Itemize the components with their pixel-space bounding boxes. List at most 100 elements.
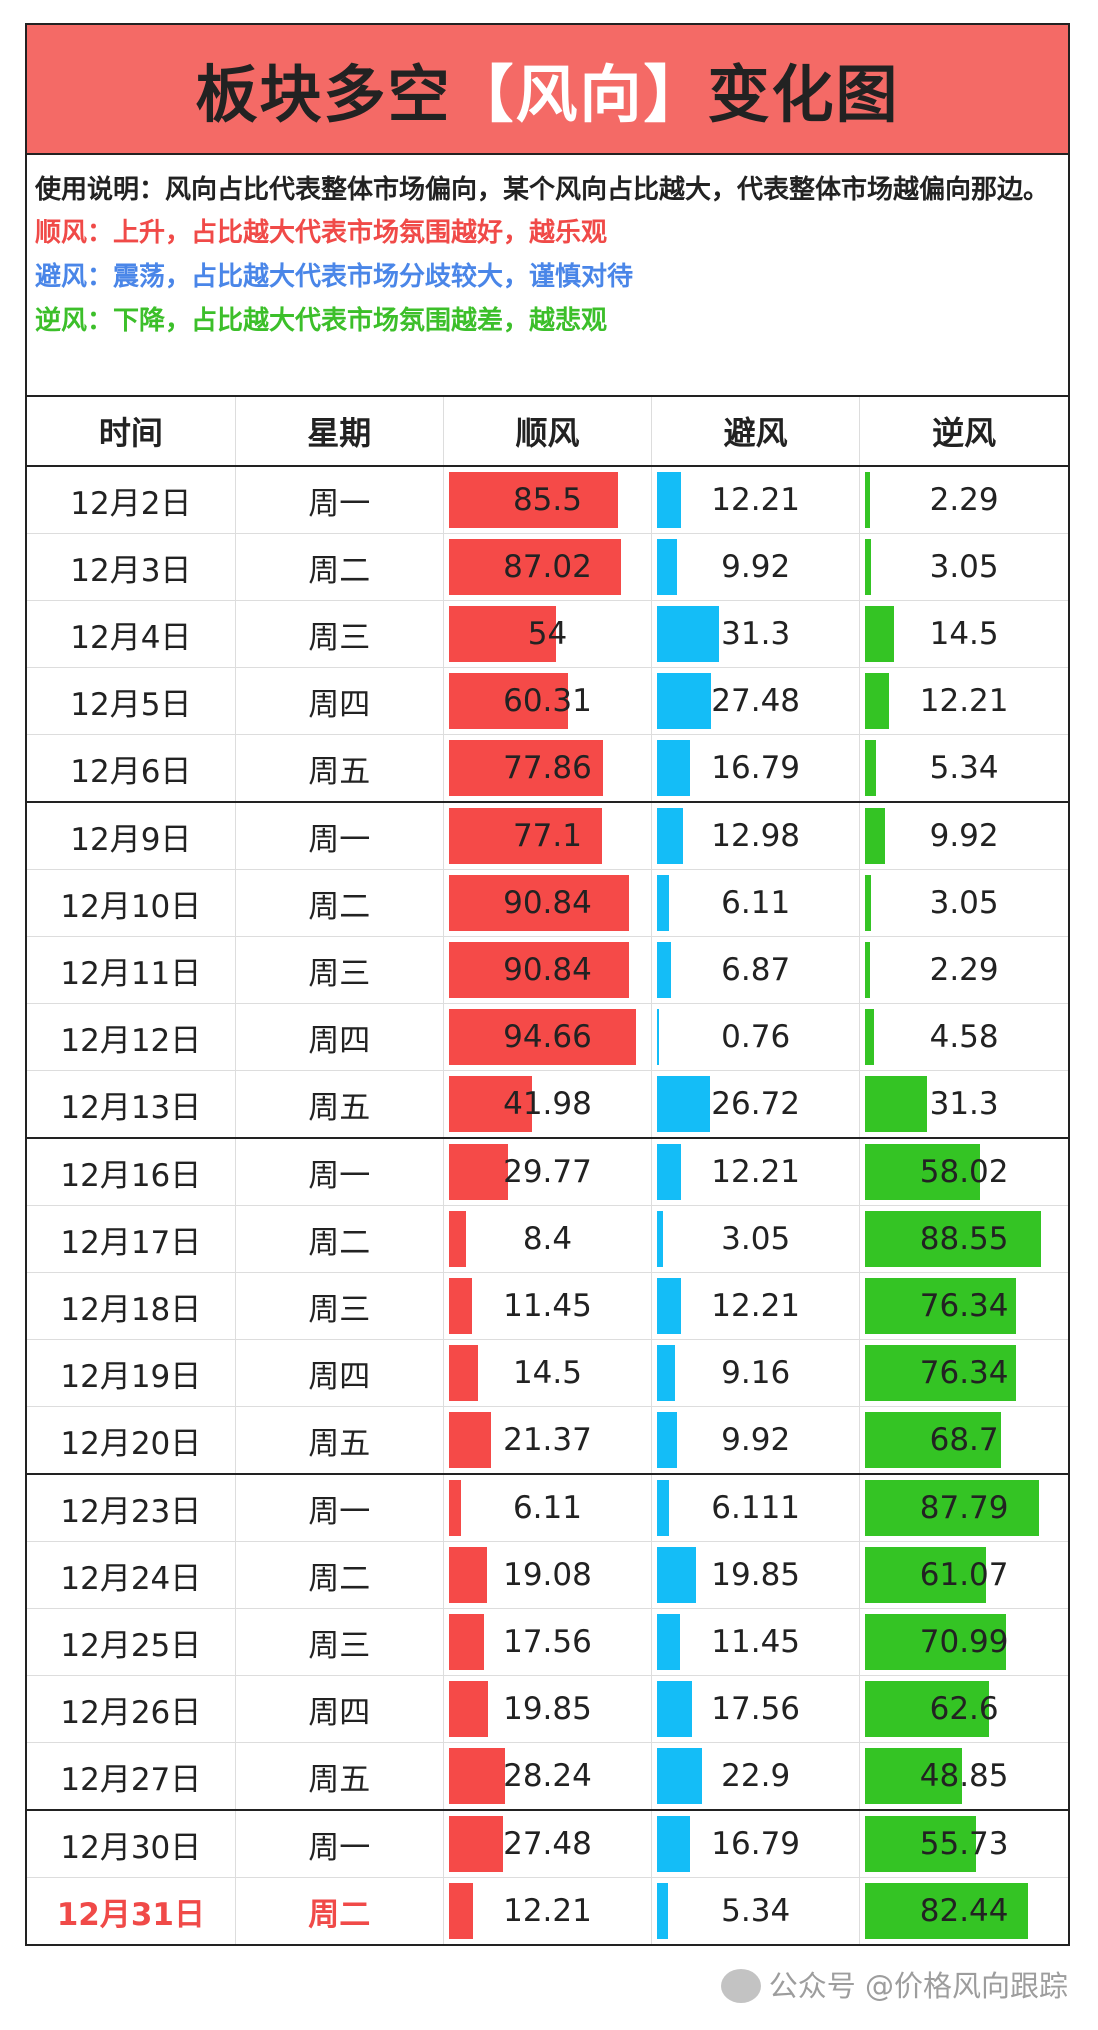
date-cell: 12月24日 bbox=[27, 1541, 236, 1609]
headwind-cell: 76.34 bbox=[859, 1339, 1068, 1407]
tailwind-bar bbox=[448, 472, 619, 528]
date-cell: 12月16日 bbox=[27, 1137, 236, 1206]
date-cell: 12月27日 bbox=[27, 1742, 236, 1810]
sidewind-cell: 9.16 bbox=[651, 1339, 860, 1407]
table-row: 12月17日 周二 8.4 3.05 88.55 bbox=[27, 1205, 1068, 1273]
sidewind-value: 12.21 bbox=[711, 1154, 801, 1190]
tailwind-cell: 29.77 bbox=[442, 1137, 652, 1206]
sidewind-bar bbox=[657, 1883, 668, 1939]
headwind-bar bbox=[865, 539, 872, 595]
headwind-cell: 58.02 bbox=[859, 1137, 1068, 1206]
headwind-cell: 14.5 bbox=[859, 600, 1068, 668]
tailwind-value: 77.86 bbox=[503, 750, 592, 786]
tailwind-bar bbox=[448, 1748, 505, 1804]
tailwind-value: 6.11 bbox=[512, 1490, 582, 1526]
sidewind-bar bbox=[657, 942, 671, 998]
headwind-value: 14.5 bbox=[929, 616, 999, 652]
sidewind-bar bbox=[657, 1614, 680, 1670]
headwind-value: 68.7 bbox=[929, 1422, 999, 1458]
sidewind-cell: 12.21 bbox=[651, 1137, 860, 1206]
tailwind-bar bbox=[448, 1883, 474, 1939]
tailwind-cell: 90.84 bbox=[442, 869, 652, 937]
sidewind-cell: 9.92 bbox=[651, 533, 860, 601]
date-cell: 12月30日 bbox=[27, 1809, 236, 1878]
tailwind-bar bbox=[448, 539, 622, 595]
sidewind-value: 9.92 bbox=[721, 549, 791, 585]
sidewind-cell: 6.111 bbox=[651, 1473, 860, 1542]
table-row: 12月16日 周一 29.77 12.21 58.02 bbox=[27, 1137, 1068, 1206]
weekday-cell: 周三 bbox=[234, 600, 444, 668]
headwind-value: 82.44 bbox=[919, 1893, 1009, 1929]
weekday-cell: 周五 bbox=[234, 1070, 444, 1138]
headwind-value: 4.58 bbox=[929, 1019, 999, 1055]
tailwind-value: 19.85 bbox=[503, 1691, 592, 1727]
sidewind-value: 19.85 bbox=[711, 1557, 801, 1593]
tailwind-bar bbox=[448, 1816, 504, 1872]
sidewind-value: 16.79 bbox=[711, 1826, 801, 1862]
tailwind-bar bbox=[448, 1681, 489, 1737]
tailwind-value: 12.21 bbox=[503, 1893, 592, 1929]
tailwind-bar bbox=[448, 1547, 487, 1603]
weekday-cell: 周五 bbox=[234, 734, 444, 802]
headwind-value: 48.85 bbox=[919, 1758, 1009, 1794]
sidewind-bar bbox=[657, 539, 677, 595]
sidewind-value: 3.05 bbox=[721, 1221, 791, 1257]
headwind-bar bbox=[865, 808, 885, 864]
tailwind-bar bbox=[448, 606, 556, 662]
sidewind-bar bbox=[657, 472, 682, 528]
headwind-cell: 12.21 bbox=[859, 667, 1068, 735]
table-header: 时间 星期 顺风 避风 逆风 bbox=[27, 397, 1068, 467]
tailwind-cell: 11.45 bbox=[442, 1272, 652, 1340]
headwind-value: 3.05 bbox=[929, 549, 999, 585]
headwind-bar bbox=[865, 1211, 1041, 1267]
weekday-cell: 周二 bbox=[234, 1541, 444, 1609]
table-row: 12月31日 周二 12.21 5.34 82.44 bbox=[27, 1877, 1068, 1944]
tailwind-bar bbox=[448, 1614, 484, 1670]
sidewind-value: 31.3 bbox=[721, 616, 791, 652]
headwind-cell: 62.6 bbox=[859, 1675, 1068, 1743]
title-highlight: 【风向】 bbox=[451, 58, 708, 131]
weekday-cell: 周一 bbox=[234, 1473, 444, 1542]
sidewind-cell: 12.21 bbox=[651, 465, 860, 534]
tailwind-bar bbox=[448, 942, 629, 998]
headwind-bar bbox=[865, 1412, 1002, 1468]
title-prefix: 板块多空 bbox=[195, 58, 452, 131]
sidewind-bar bbox=[657, 875, 670, 931]
table-row: 12月6日 周五 77.86 16.79 5.34 bbox=[27, 734, 1068, 802]
tailwind-bar bbox=[448, 1412, 492, 1468]
tailwind-cell: 77.1 bbox=[442, 801, 652, 870]
tailwind-cell: 87.02 bbox=[442, 533, 652, 601]
sidewind-value: 12.21 bbox=[711, 482, 801, 518]
headwind-bar bbox=[865, 1883, 1029, 1939]
headwind-value: 70.99 bbox=[919, 1624, 1009, 1660]
headwind-value: 76.34 bbox=[919, 1288, 1009, 1324]
tailwind-cell: 41.98 bbox=[442, 1070, 652, 1138]
table-row: 12月13日 周五 41.98 26.72 31.3 bbox=[27, 1070, 1068, 1138]
headwind-bar bbox=[865, 1748, 962, 1804]
tailwind-value: 11.45 bbox=[503, 1288, 592, 1324]
date-cell: 12月3日 bbox=[27, 533, 236, 601]
headwind-bar bbox=[865, 1144, 981, 1200]
usage-description: 使用说明：风向占比代表整体市场偏向，某个风向占比越大，代表整体市场越偏向那边。 … bbox=[27, 155, 1068, 397]
sidewind-bar bbox=[657, 1076, 710, 1132]
weekday-cell: 周二 bbox=[234, 1205, 444, 1273]
weekday-cell: 周二 bbox=[234, 533, 444, 601]
tailwind-value: 21.37 bbox=[503, 1422, 592, 1458]
tailwind-cell: 27.48 bbox=[442, 1809, 652, 1878]
page-title: 板块多空 【风向】 变化图 bbox=[27, 25, 1068, 155]
weekday-cell: 周一 bbox=[234, 465, 444, 534]
headwind-value: 2.29 bbox=[929, 952, 999, 988]
headwind-bar bbox=[865, 472, 870, 528]
sidewind-cell: 22.9 bbox=[651, 1742, 860, 1810]
tailwind-cell: 60.31 bbox=[442, 667, 652, 735]
tailwind-value: 94.66 bbox=[503, 1019, 592, 1055]
tailwind-value: 87.02 bbox=[503, 549, 592, 585]
sidewind-bar bbox=[657, 606, 720, 662]
weekday-cell: 周四 bbox=[234, 1675, 444, 1743]
tailwind-value: 14.5 bbox=[512, 1355, 582, 1391]
tailwind-bar bbox=[448, 1480, 461, 1536]
headwind-bar bbox=[865, 1009, 875, 1065]
headwind-bar bbox=[865, 1278, 1017, 1334]
wind-chart-card: 板块多空 【风向】 变化图 使用说明：风向占比代表整体市场偏向，某个风向占比越大，代… bbox=[25, 23, 1070, 1946]
tailwind-cell: 8.4 bbox=[442, 1205, 652, 1273]
